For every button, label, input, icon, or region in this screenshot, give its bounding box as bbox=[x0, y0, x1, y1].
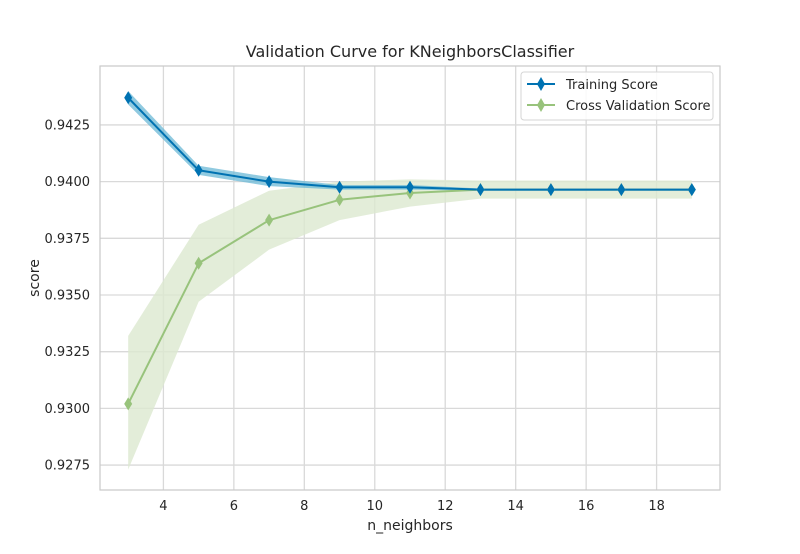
x-tick-label: 16 bbox=[578, 499, 595, 514]
cv-score-marker bbox=[124, 397, 133, 411]
training-score-marker bbox=[687, 183, 696, 197]
training-score-marker bbox=[194, 163, 203, 177]
legend-cv-marker bbox=[537, 98, 545, 112]
x-tick-label: 8 bbox=[300, 499, 308, 514]
x-tick-label: 12 bbox=[437, 499, 454, 514]
cv-std-band bbox=[128, 179, 692, 470]
y-tick-label: 0.9425 bbox=[45, 118, 91, 133]
x-tick-label: 18 bbox=[648, 499, 665, 514]
cv-score-marker bbox=[335, 193, 344, 207]
legend-training-marker bbox=[537, 77, 545, 91]
chart-title: Validation Curve for KNeighborsClassifie… bbox=[246, 42, 575, 61]
training-score-marker bbox=[265, 175, 274, 189]
x-tick-label: 14 bbox=[507, 499, 524, 514]
training-score-marker bbox=[335, 180, 344, 194]
y-tick-labels: 0.9275 0.9300 0.9325 0.9350 0.9375 0.9400 0.94… bbox=[45, 118, 91, 473]
plot-frame bbox=[99, 65, 721, 491]
legend: Training Score Cross Validation Score bbox=[520, 71, 714, 121]
training-score-marker bbox=[124, 91, 133, 105]
y-tick-label: 0.9275 bbox=[45, 459, 91, 474]
training-score-marker bbox=[546, 183, 555, 197]
legend-training-label: Training Score bbox=[565, 78, 658, 93]
legend-box bbox=[520, 71, 714, 121]
x-axis-label: n_neighbors bbox=[367, 518, 453, 534]
training-score-marker bbox=[476, 183, 485, 197]
training-score-marker bbox=[617, 183, 626, 197]
band-layer bbox=[128, 90, 692, 470]
y-tick-label: 0.9375 bbox=[45, 232, 91, 247]
marker-layer bbox=[124, 91, 696, 411]
x-tick-label: 4 bbox=[159, 499, 167, 514]
x-tick-label: 10 bbox=[366, 499, 383, 514]
training-score-marker bbox=[406, 180, 414, 194]
cv-score-marker bbox=[194, 256, 203, 270]
x-tick-label: 6 bbox=[230, 499, 238, 514]
y-tick-label: 0.9325 bbox=[45, 345, 91, 360]
y-tick-label: 0.9300 bbox=[45, 402, 91, 417]
y-tick-label: 0.9350 bbox=[45, 289, 91, 304]
y-axis-label: score bbox=[27, 259, 43, 297]
cv-score-marker bbox=[265, 213, 274, 227]
x-tick-labels: 4 6 8 10 12 14 16 18 bbox=[159, 499, 665, 514]
y-tick-label: 0.9400 bbox=[45, 175, 91, 190]
legend-cv-label: Cross Validation Score bbox=[566, 99, 711, 114]
